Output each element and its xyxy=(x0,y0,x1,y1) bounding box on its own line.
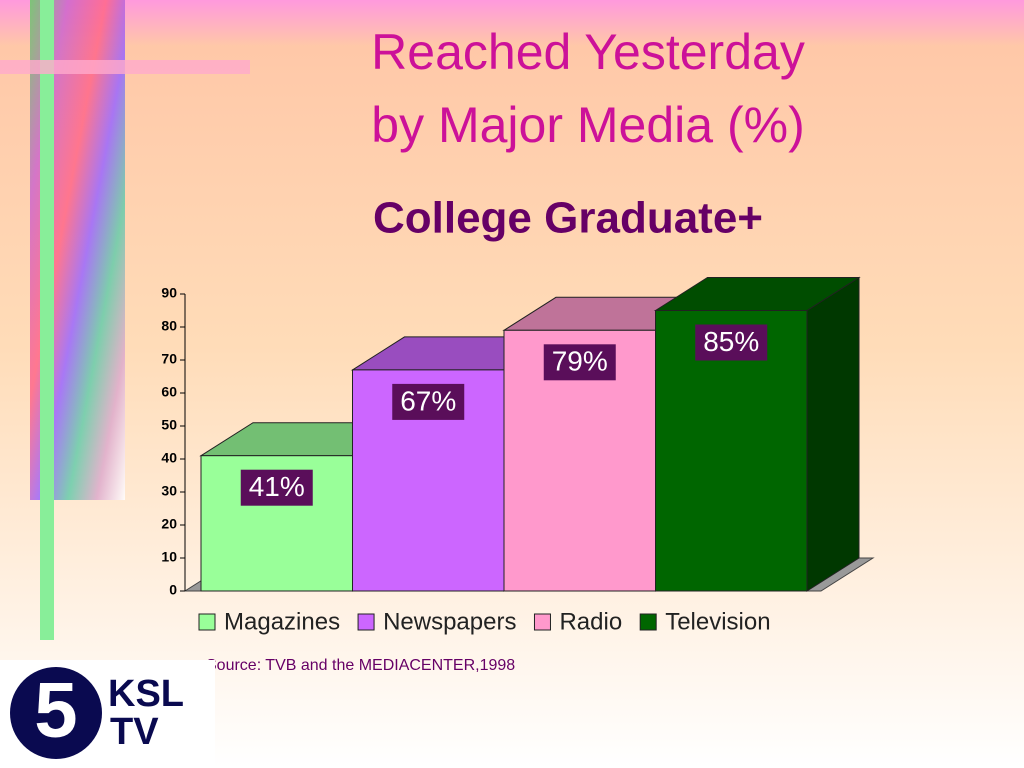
legend-label: Television xyxy=(665,608,770,635)
value-label-bg xyxy=(240,469,313,506)
y-tick-label: 40 xyxy=(161,450,177,466)
value-label-bg xyxy=(543,344,616,381)
value-label: 85% xyxy=(703,326,759,357)
legend-label: Magazines xyxy=(224,608,340,635)
logo: 5 KSL TV xyxy=(0,660,215,768)
legend-label: Newspapers xyxy=(383,608,516,635)
y-tick-label: 30 xyxy=(161,483,177,499)
y-tick-label: 10 xyxy=(161,549,177,565)
bar-side xyxy=(806,276,860,592)
y-tick-label: 0 xyxy=(169,582,177,598)
y-tick-label: 60 xyxy=(161,384,177,400)
y-tick-label: 80 xyxy=(161,318,177,334)
y-tick-label: 20 xyxy=(161,516,177,532)
legend-swatch xyxy=(198,613,216,631)
subtitle: College Graduate+ xyxy=(373,194,763,243)
legend-swatch xyxy=(357,613,375,631)
value-label-bg xyxy=(392,383,465,420)
value-label: 67% xyxy=(400,385,456,416)
logo-number: 5 xyxy=(34,666,77,754)
source: Source: TVB and the MEDIACENTER,1998 xyxy=(206,657,515,674)
title-line: Reached Yesterday xyxy=(371,24,805,80)
y-tick-label: 70 xyxy=(161,351,177,367)
y-tick-label: 50 xyxy=(161,417,177,433)
value-label: 79% xyxy=(552,346,608,377)
decor-bar xyxy=(40,0,54,640)
logo-circle xyxy=(10,667,102,759)
value-label: 41% xyxy=(249,471,305,502)
legend-swatch xyxy=(639,613,657,631)
legend-label: Radio xyxy=(559,608,622,635)
value-label-bg xyxy=(695,324,768,361)
decor-bar xyxy=(0,60,250,74)
logo-text: KSL xyxy=(108,673,184,715)
logo-text: TV xyxy=(110,711,159,753)
title-line: by Major Media (%) xyxy=(371,97,804,153)
y-tick-label: 90 xyxy=(161,285,177,301)
legend-swatch xyxy=(533,613,551,631)
